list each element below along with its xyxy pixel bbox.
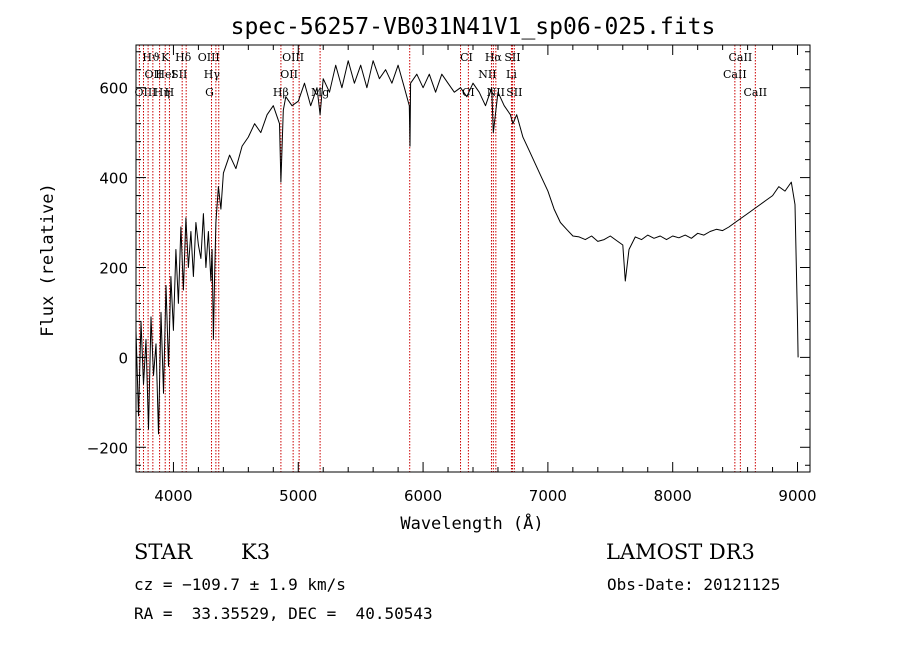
spectral-line-label: OIII	[198, 51, 220, 64]
y-tick-label: 600	[99, 80, 128, 98]
survey-name: LAMOST DR3	[606, 540, 755, 564]
observation-date: Obs-Date: 20121125	[607, 575, 781, 594]
spectral-line-label: Hγ	[204, 68, 221, 81]
x-tick-label: 9000	[778, 487, 816, 505]
object-subclass: K3	[241, 540, 271, 564]
x-axis-label: Wavelength (Å)	[400, 512, 543, 534]
spectral-line-label: Hδ	[175, 51, 192, 64]
x-tick-label: 7000	[529, 487, 567, 505]
x-tick-label: 4000	[154, 487, 192, 505]
y-axis-label: Flux (relative)	[38, 183, 58, 337]
spectral-line-label: Li	[506, 68, 517, 81]
spectral-line-label: OII	[280, 68, 298, 81]
spectral-line-label: CI	[460, 51, 473, 64]
redshift-value: cz = −109.7 ± 1.9 km/s	[134, 575, 346, 594]
spectral-line-label: SII	[506, 86, 522, 99]
spectral-line-label: NII	[478, 68, 496, 81]
spectral-line-label: CaII	[743, 86, 767, 99]
spectrum-line	[135, 60, 799, 435]
x-tick-label: 8000	[654, 487, 692, 505]
x-tick-label: 6000	[404, 487, 442, 505]
spectral-line-label: SII	[171, 68, 187, 81]
y-tick-label: 0	[118, 349, 128, 367]
spectral-line-label: NII	[487, 86, 505, 99]
spectral-line-label: OII	[145, 68, 163, 81]
spectral-line-label: Hη	[154, 86, 170, 99]
spectral-line-label: CaII	[723, 68, 747, 81]
spectral-line-label: K	[161, 51, 170, 64]
spectral-line-label: G	[205, 86, 214, 99]
spectral-line-label: Mg	[311, 86, 329, 99]
coordinates: RA = 33.35529, DEC = 40.50543	[134, 604, 433, 623]
spectral-line-label: Hβ	[273, 86, 289, 99]
spectral-line-label: HeI	[155, 68, 175, 81]
x-tick-label: 5000	[279, 487, 317, 505]
chart-title: spec-56257-VB031N41V1_sp06-025.fits	[231, 14, 716, 40]
spectral-line-label: H	[165, 86, 175, 99]
object-class: STAR	[134, 540, 193, 564]
y-tick-label: 200	[99, 259, 128, 277]
y-tick-label: −200	[87, 439, 128, 457]
plot-frame	[135, 44, 811, 473]
spectral-line-label: CaII	[729, 51, 753, 64]
spectral-line-label: Hϑ	[142, 51, 160, 64]
spectral-line-label: OIII	[282, 51, 304, 64]
y-tick-label: 400	[99, 170, 128, 188]
spectral-line-label: OIII	[134, 86, 156, 99]
spectral-line-label: SII	[504, 51, 520, 64]
spectral-line-label: Hα	[485, 51, 503, 64]
